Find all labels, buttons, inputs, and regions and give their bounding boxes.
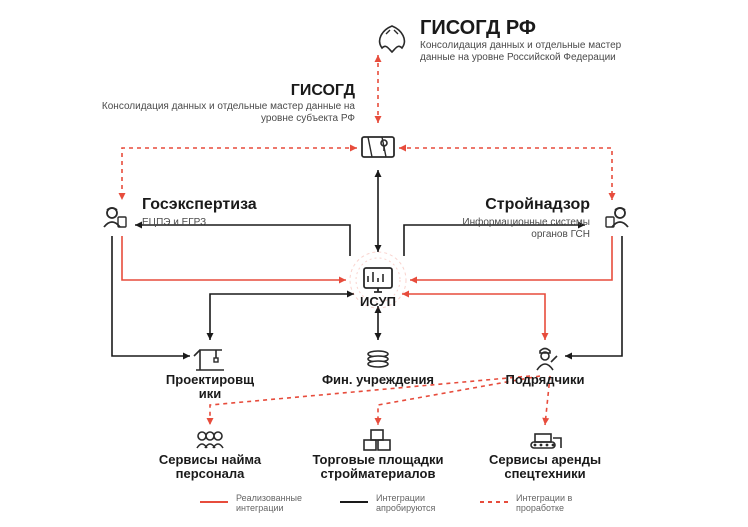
isup-to-contract	[402, 294, 545, 340]
stroynadzor-sub1: Информационные системы	[462, 216, 590, 228]
worker-icon	[537, 349, 557, 371]
inspector-icon	[606, 208, 628, 227]
diagram-canvas: ГИСОГД РФКонсолидация данных и отдельные…	[0, 0, 748, 527]
stroynadzor-to-isup-red	[410, 236, 612, 280]
gisogd-sub1: Консолидация данных и отдельные мастер д…	[102, 101, 356, 112]
gisogd-to-gosexp	[122, 148, 357, 200]
isup-title: ИСУП	[360, 294, 396, 309]
gisogd-rf-sub1: Консолидация данных и отдельные мастер	[420, 40, 622, 51]
design-label2: ики	[199, 386, 222, 401]
legend-label2-2: проработке	[516, 503, 564, 513]
eagle-icon	[380, 26, 405, 52]
coins-icon	[368, 351, 388, 367]
legend-label2-1: апробируются	[376, 503, 436, 513]
diagram-svg: ГИСОГД РФКонсолидация данных и отдельные…	[0, 0, 748, 527]
stroynadzor-to-contract	[565, 236, 622, 356]
gosexp-to-design	[112, 236, 190, 356]
gisogd-sub2: уровне субъекта РФ	[261, 112, 355, 124]
bulldozer-icon	[531, 434, 561, 448]
fin-label: Фин. учреждения	[322, 372, 434, 387]
rent-label1: Сервисы аренды	[489, 452, 601, 467]
gosexp-to-isup-red	[122, 236, 346, 280]
map-icon	[362, 137, 394, 157]
legend-label1-0: Реализованные	[236, 493, 302, 503]
contract-label: Подрядчики	[505, 372, 584, 387]
gosexp-sub: ЕЦПЭ и ЕГРЗ	[142, 217, 206, 228]
isup-to-design	[210, 294, 354, 340]
blocks-icon	[364, 430, 390, 450]
hire-label1: Сервисы найма	[159, 452, 262, 467]
gisogd-title: ГИСОГД	[291, 82, 356, 99]
crane-icon	[194, 350, 224, 370]
stroynadzor-sub2: органов ГСН	[531, 229, 590, 240]
gisogd-rf-title: ГИСОГД РФ	[420, 17, 536, 39]
people-icon	[197, 432, 223, 448]
inspector-icon	[104, 208, 126, 227]
hire-label2: персонала	[176, 466, 246, 481]
legend-label1-1: Интеграции	[376, 493, 425, 503]
gosexp-title: Госэкспертиза	[142, 196, 257, 213]
trade-label2: стройматериалов	[321, 466, 436, 481]
legend-label1-2: Интеграции в	[516, 493, 572, 503]
gisogd-to-stroynadzor	[399, 148, 612, 200]
design-label1: Проектировщ	[166, 372, 254, 387]
rent-label2: спецтехники	[504, 466, 585, 481]
trade-label1: Торговые площадки	[312, 452, 443, 467]
gisogd-rf-sub2: данные на уровне Российской Федерации	[420, 52, 616, 63]
gosexp-to-isup-black	[135, 225, 350, 256]
stroynadzor-title: Стройнадзор	[485, 196, 590, 213]
legend-label2-0: интеграции	[236, 503, 284, 513]
